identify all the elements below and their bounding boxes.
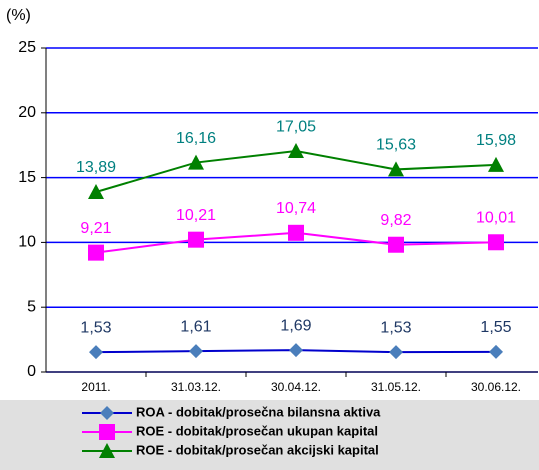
marker: [288, 224, 304, 241]
x-tick-label: 31.03.12.: [171, 380, 221, 394]
y-tick-label: 20: [18, 104, 36, 121]
marker: [489, 344, 503, 359]
y-tick-label: 0: [27, 363, 36, 380]
data-label: 13,89: [76, 159, 116, 176]
y-tick-label: 5: [27, 298, 36, 315]
marker: [89, 345, 103, 360]
data-label: 15,63: [376, 137, 416, 154]
data-label: 15,98: [476, 132, 516, 149]
marker: [188, 231, 204, 248]
legend-label: ROE - dobitak/prosečan ukupan kapital: [136, 423, 378, 438]
marker: [289, 343, 303, 358]
marker: [388, 161, 404, 177]
y-tick-label: 25: [18, 39, 36, 56]
legend-background: [0, 400, 539, 470]
data-label: 9,21: [80, 220, 111, 237]
marker: [488, 234, 504, 251]
marker: [100, 406, 114, 420]
data-label: 16,16: [176, 130, 216, 147]
marker: [389, 345, 403, 360]
legend-label: ROE - dobitak/prosečan akcijski kapital: [136, 442, 379, 457]
marker: [388, 236, 404, 253]
legend-label: ROA - dobitak/prosečna bilansna aktiva: [136, 404, 381, 419]
marker: [189, 344, 203, 359]
data-label: 1,61: [180, 318, 211, 335]
marker: [88, 183, 104, 199]
y-axis-label: (%): [6, 7, 31, 24]
data-label: 17,05: [276, 118, 316, 135]
marker: [99, 424, 115, 440]
data-label: 1,53: [380, 319, 411, 336]
data-label: 1,69: [280, 317, 311, 334]
y-tick-label: 15: [18, 169, 36, 186]
y-tick-label: 10: [18, 234, 36, 251]
x-tick-label: 30.04.12.: [271, 380, 321, 394]
data-label: 1,55: [480, 319, 511, 336]
data-label: 10,21: [176, 207, 216, 224]
data-label: 10,01: [476, 209, 516, 226]
marker: [188, 154, 204, 170]
marker: [288, 143, 304, 159]
x-tick-label: 31.05.12.: [371, 380, 421, 394]
x-tick-label: 30.06.12.: [471, 380, 521, 394]
data-label: 1,53: [80, 319, 111, 336]
data-label: 10,74: [276, 200, 316, 217]
marker: [99, 443, 115, 458]
data-label: 9,82: [380, 212, 411, 229]
x-tick-label: 2011.: [81, 380, 110, 394]
marker: [88, 244, 104, 261]
marker: [488, 156, 504, 172]
